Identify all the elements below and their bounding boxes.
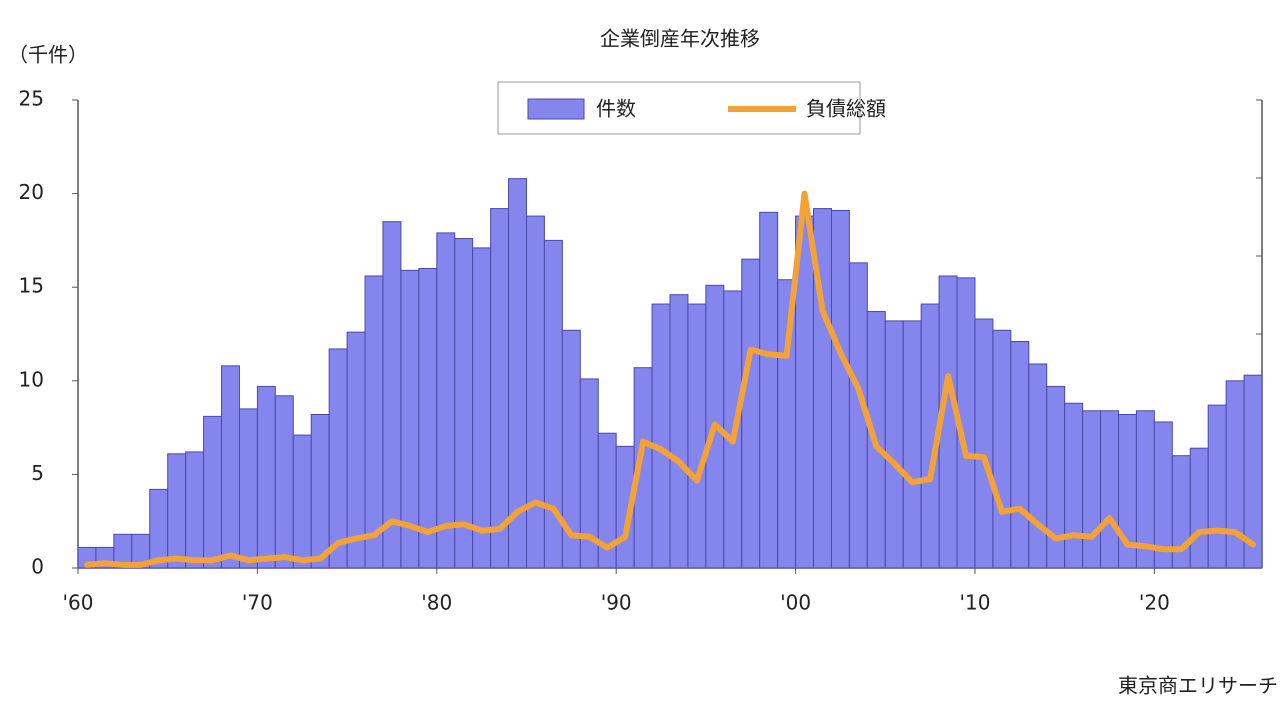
x-tick-label: '00 [780,591,811,615]
legend-label: 件数 [596,97,636,121]
bar [436,232,456,569]
y-axis-label: （千件） [8,43,88,67]
bar [472,247,492,569]
bar [346,331,366,569]
y-tick-label: 15 [19,274,44,298]
x-tick-label: '80 [421,591,452,615]
bar [418,267,438,569]
x-tick-label: '90 [601,591,632,615]
bar [203,415,223,569]
bar [310,413,330,569]
bar [759,211,779,569]
x-tick-label: '60 [63,591,94,615]
bar [902,320,922,569]
bar [1064,402,1084,569]
bar [149,488,169,569]
bar [292,434,312,569]
bar [382,221,402,569]
source: 東京商エリサーチ [1118,674,1278,698]
bar [1082,410,1102,569]
bar [830,209,850,569]
y-tick-label: 20 [19,180,44,204]
bar [1243,374,1263,569]
y-tick-label: 10 [19,367,44,391]
x-tick-label: '70 [242,591,273,615]
bar [1028,363,1048,569]
bar [167,453,187,569]
bar [221,365,240,569]
bar [256,385,276,569]
bar [741,258,761,569]
bar [992,329,1012,569]
y-tick-label: 5 [31,461,44,485]
bar [1189,447,1209,569]
bar [669,294,689,569]
chart-title: 企業倒産年次推移 [600,27,760,51]
bar [651,303,671,569]
y-tick-label: 25 [19,87,44,111]
bar [687,303,707,569]
bar [185,451,205,569]
bar [364,275,384,569]
bar [1010,340,1030,569]
bar [454,238,474,569]
bar [1100,410,1119,569]
legend-label: 負債総額 [806,97,886,121]
line [84,190,1256,568]
bar [525,215,545,569]
bar [274,395,294,569]
bar [974,318,994,569]
x-tick-label: '20 [1139,591,1170,615]
x-tick-label: '10 [959,591,990,615]
bar [490,208,510,569]
legend-swatch [527,98,585,120]
bar [884,320,904,569]
bar [328,348,348,569]
y-tick-label: 0 [31,555,44,579]
bar [238,408,258,569]
bar [1207,404,1227,569]
